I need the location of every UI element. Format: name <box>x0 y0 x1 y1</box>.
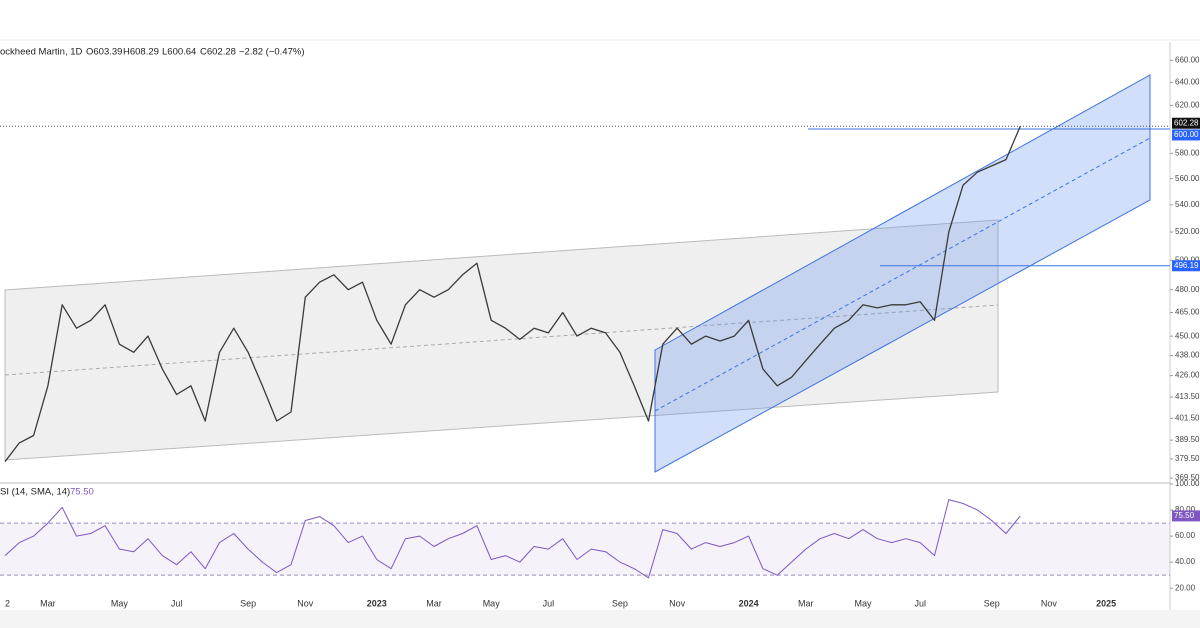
y-tick-label: 640.00 <box>1175 78 1200 87</box>
x-tick-label: 2023 <box>367 598 387 608</box>
channel-gray-mid <box>4 304 999 376</box>
rsi-title: SI (14, SMA, 14) <box>0 487 70 498</box>
ohlc-close: C602.28 <box>200 47 236 58</box>
y-tick-label: 379.50 <box>1175 454 1200 463</box>
y-tick-label: 540.00 <box>1175 200 1200 209</box>
x-tick-label: May <box>483 598 501 608</box>
channel-blue <box>654 74 1151 473</box>
rsi-band <box>0 523 1170 576</box>
y-tick-label: 80.00 <box>1175 505 1196 514</box>
price-line <box>4 125 1021 463</box>
x-tick-label: Jul <box>914 598 926 608</box>
x-tick-label: 2024 <box>739 598 759 608</box>
x-tick-label: May <box>111 598 129 608</box>
rsi-badge <box>1172 510 1200 522</box>
level-badge <box>1172 260 1200 272</box>
x-tick-label: 2 <box>5 598 10 608</box>
x-tick-label: Jul <box>543 598 555 608</box>
x-tick-label: Sep <box>240 598 256 608</box>
last-price-badge-label: 602.28 <box>1174 118 1199 127</box>
y-tick-label: 426.00 <box>1175 371 1200 380</box>
x-tick-label: 2025 <box>1096 598 1116 608</box>
y-tick-label: 60.00 <box>1175 531 1196 540</box>
x-tick-label: Mar <box>426 598 442 608</box>
ohlc-open: O603.39 <box>86 47 122 58</box>
y-tick-label: 450.00 <box>1175 331 1200 340</box>
y-tick-label: 580.00 <box>1175 148 1200 157</box>
x-tick-label: May <box>854 598 872 608</box>
channel-blue-mid <box>654 137 1151 412</box>
rsi-value: 75.50 <box>70 487 94 498</box>
level-badge-label: 600.00 <box>1174 130 1199 139</box>
bottom-bar <box>0 610 1200 628</box>
y-tick-label: 500.00 <box>1175 255 1200 264</box>
header: ockheed Martin, 1D O603.39 H608.29 L600.… <box>0 47 305 58</box>
level-badge-label: 496.19 <box>1174 261 1199 270</box>
y-tick-label: 401.50 <box>1175 413 1200 422</box>
y-tick-label: 620.00 <box>1175 100 1200 109</box>
x-tick-label: Mar <box>798 598 814 608</box>
y-tick-label: 369.50 <box>1175 473 1200 482</box>
x-tick-label: Nov <box>669 598 686 608</box>
y-tick-label: 413.50 <box>1175 392 1200 401</box>
x-tick-label: Sep <box>984 598 1000 608</box>
y-tick-label: 465.00 <box>1175 308 1200 317</box>
x-tick-label: Mar <box>40 598 56 608</box>
y-tick-label: 520.00 <box>1175 227 1200 236</box>
y-tick-label: 438.00 <box>1175 351 1200 360</box>
top-bar <box>0 0 1200 40</box>
y-tick-label: 560.00 <box>1175 174 1200 183</box>
ohlc-high: H608.29 <box>123 47 159 58</box>
x-tick-label: Nov <box>297 598 314 608</box>
y-tick-label: 20.00 <box>1175 583 1196 592</box>
x-tick-label: Nov <box>1041 598 1058 608</box>
rsi-line <box>4 499 1021 579</box>
x-tick-label: Jul <box>171 598 183 608</box>
last-price-badge <box>1172 117 1200 129</box>
y-tick-label: 389.50 <box>1175 435 1200 444</box>
ohlc-change: −2.82 (−0.47%) <box>239 47 305 58</box>
y-tick-label: 480.00 <box>1175 285 1200 294</box>
y-tick-label: 660.00 <box>1175 55 1200 64</box>
symbol-title: ockheed Martin, 1D <box>0 47 83 58</box>
y-tick-label: 40.00 <box>1175 557 1196 566</box>
rsi-badge-label: 75.50 <box>1174 511 1195 520</box>
ohlc-low: L600.64 <box>162 47 196 58</box>
x-tick-label: Sep <box>612 598 628 608</box>
y-tick-label: 100.00 <box>1175 479 1200 488</box>
level-badge <box>1172 129 1200 141</box>
